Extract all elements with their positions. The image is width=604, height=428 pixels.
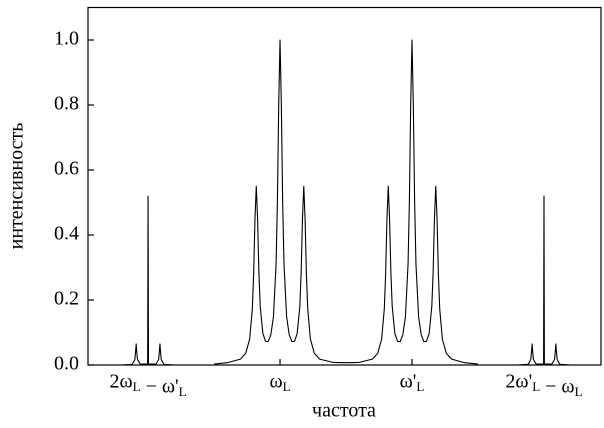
y-tick-label: 1.0: [54, 28, 79, 50]
x-tick-label: ωL: [269, 371, 290, 394]
y-tick-label: 0.2: [54, 288, 79, 310]
x-tick-label: 2ω'L − ωL: [505, 371, 582, 399]
x-tick-label: 2ωL − ω'L: [109, 371, 186, 399]
y-axis-title: интенсивность: [6, 123, 28, 250]
x-axis-title: частота: [312, 400, 376, 422]
y-tick-label: 0.0: [54, 353, 79, 375]
y-tick-label: 0.4: [54, 223, 79, 245]
spectrum-line: [121, 39, 571, 366]
y-tick-label: 0.8: [54, 93, 79, 115]
x-tick-label: ω'L: [400, 371, 425, 394]
plot-frame: [87, 6, 602, 366]
y-tick-label: 0.6: [54, 158, 79, 180]
